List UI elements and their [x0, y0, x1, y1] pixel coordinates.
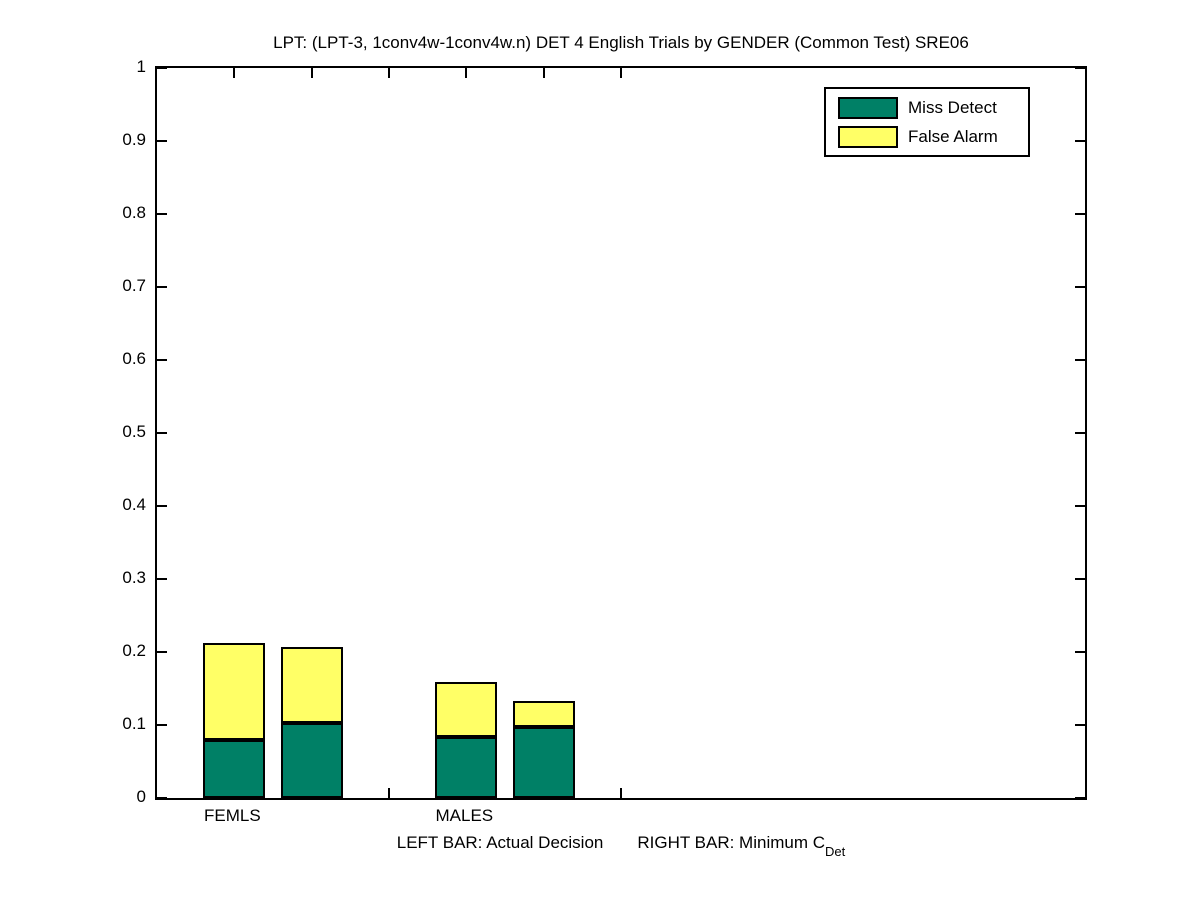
x-tick-top [310, 68, 313, 78]
y-tick-label: 0.5 [122, 422, 146, 441]
y-tick-label: 0.1 [122, 714, 146, 733]
legend-label-false-alarm: False Alarm [908, 127, 998, 146]
y-tick-left [157, 359, 167, 361]
bar-miss-detect [435, 737, 498, 798]
y-tick-left [157, 724, 167, 726]
bar-false-alarm [203, 642, 266, 740]
y-tick-left [157, 505, 167, 507]
y-tick-right [1075, 359, 1085, 361]
y-tick-right [1075, 651, 1085, 653]
x-axis-caption-subscript: Det [825, 844, 846, 860]
bar-false-alarm [512, 700, 575, 728]
y-tick-right [1075, 797, 1085, 799]
plot-area [155, 66, 1087, 800]
y-tick-left [157, 797, 167, 799]
bar-false-alarm [435, 681, 498, 738]
y-tick-right [1075, 213, 1085, 215]
y-tick-left [157, 213, 167, 215]
x-axis-caption-right: RIGHT BAR: Minimum C [637, 833, 826, 852]
y-tick-left [157, 286, 167, 288]
x-tick-bottom [620, 788, 622, 798]
y-tick-left [157, 432, 167, 434]
legend: Miss Detect False Alarm [824, 87, 1030, 157]
x-tick-bottom [388, 788, 390, 798]
x-tick-top [465, 68, 468, 78]
bar-false-alarm [280, 646, 343, 723]
miss-detect-swatch [838, 97, 898, 119]
y-tick-label: 0 [136, 787, 146, 806]
x-axis-caption: LEFT BAR: Actual Decision RIGHT BAR: Mini… [155, 833, 1087, 859]
y-tick-left [157, 651, 167, 653]
legend-row-false-alarm: False Alarm [826, 126, 1028, 150]
chart-title: LPT: (LPT-3, 1conv4w-1conv4w.n) DET 4 En… [273, 33, 969, 52]
legend-row-miss-detect: Miss Detect [826, 97, 1028, 121]
x-tick-top [388, 68, 390, 78]
bar-miss-detect [203, 739, 266, 798]
y-tick-label: 0.7 [122, 276, 146, 295]
x-tick-top [620, 68, 622, 78]
x-tick-label: MALES [435, 806, 494, 825]
y-tick-label: 0.8 [122, 203, 146, 222]
false-alarm-swatch [838, 126, 898, 148]
x-tick-label: FEMLS [203, 806, 261, 825]
y-tick-right [1075, 578, 1085, 580]
y-tick-label: 0.3 [122, 568, 146, 587]
x-axis-caption-left: LEFT BAR: Actual Decision [396, 833, 604, 852]
y-tick-label: 0.4 [122, 495, 146, 514]
bar-miss-detect [280, 722, 343, 798]
y-tick-left [157, 140, 167, 142]
y-tick-right [1075, 140, 1085, 142]
y-tick-left [157, 67, 167, 69]
y-tick-right [1075, 724, 1085, 726]
y-tick-right [1075, 286, 1085, 288]
y-tick-label: 0.6 [122, 349, 146, 368]
y-tick-label: 0.2 [122, 641, 146, 660]
x-tick-top [233, 68, 236, 78]
y-tick-right [1075, 432, 1085, 434]
bar-miss-detect [512, 727, 575, 798]
y-tick-right [1075, 505, 1085, 507]
y-tick-label: 1 [136, 57, 146, 76]
legend-label-miss-detect: Miss Detect [908, 98, 997, 117]
y-tick-left [157, 578, 167, 580]
y-tick-label: 0.9 [122, 130, 146, 149]
y-tick-right [1075, 67, 1085, 69]
x-tick-top [542, 68, 545, 78]
